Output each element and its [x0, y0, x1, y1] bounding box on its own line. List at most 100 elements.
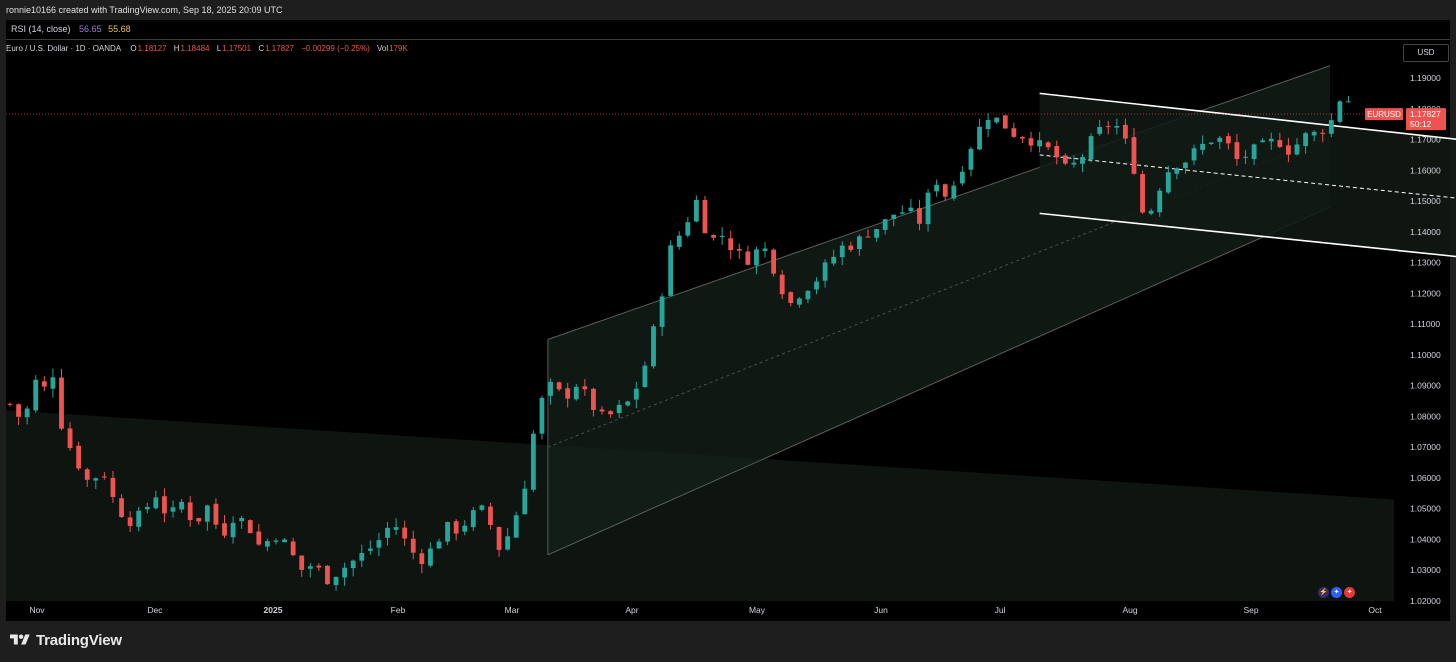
x-tick-label: 2025	[264, 605, 283, 615]
candle-body	[959, 171, 965, 184]
candle-body	[1260, 140, 1266, 143]
candle-body	[333, 576, 339, 586]
candle-body	[754, 249, 759, 266]
candle-body	[882, 219, 888, 230]
candle-body	[736, 248, 742, 251]
candle-body	[1208, 142, 1214, 144]
candle-body	[7, 403, 13, 405]
price-tag-symbol-bg	[1365, 108, 1403, 121]
candle-body	[857, 236, 862, 249]
candle-body	[779, 274, 785, 295]
candle-body	[33, 379, 39, 411]
candle-body	[1157, 190, 1163, 213]
candle-body	[994, 117, 1000, 123]
volume-label: Vol	[376, 44, 389, 53]
y-tick-label: 1.11000	[1410, 319, 1440, 329]
candle-body	[1277, 140, 1283, 147]
candle-body	[67, 428, 73, 449]
currency-button[interactable]: USD	[1403, 44, 1449, 62]
ascending-channel-lower	[547, 206, 1331, 556]
flag-us-icon[interactable]: ✦	[1344, 587, 1355, 598]
change-value: −0.00299 (−0.25%)	[301, 44, 370, 53]
y-tick-label: 1.09000	[1410, 381, 1441, 391]
symbol-legend[interactable]: Euro / U.S. Dollar · 1D · OANDA O1.18127…	[6, 44, 409, 53]
price-tag-bg	[1406, 108, 1446, 131]
candle-body	[1105, 126, 1111, 128]
candle-body	[1097, 127, 1103, 134]
y-tick-label: 1.14000	[1410, 227, 1441, 237]
rsi-pane-legend[interactable]: RSI (14, close) 56.65 55.68	[6, 20, 1450, 40]
candle-body	[1062, 155, 1068, 164]
high-label: H	[173, 44, 180, 53]
candle-body	[1200, 143, 1206, 150]
candle-body	[367, 548, 373, 551]
candle-body	[196, 517, 202, 522]
candle-body	[1286, 145, 1291, 155]
candle-body	[676, 235, 682, 247]
candle-body	[1020, 137, 1025, 139]
open-value: 1.18127	[137, 44, 167, 53]
volume-value: 179K	[389, 44, 408, 53]
candle-body	[1165, 172, 1171, 193]
y-tick-label: 1.08000	[1410, 411, 1441, 421]
candle-body	[282, 539, 287, 543]
candle-body	[265, 541, 270, 547]
candle-body	[839, 245, 845, 258]
descending-channel-lower	[1039, 212, 1456, 258]
candle-body	[771, 249, 777, 274]
candle-body	[1071, 162, 1077, 165]
candle-body	[273, 540, 279, 542]
event-badges[interactable]: ⚡ ✦ ✦	[1318, 587, 1355, 598]
descending-channel-upper	[1039, 92, 1456, 141]
candle-body	[76, 445, 82, 469]
candle-body	[942, 184, 948, 197]
candle-body	[745, 251, 751, 265]
candle-body	[290, 541, 296, 556]
attribution-text: ronnie10166 created with TradingView.com…	[6, 5, 283, 15]
candle-body	[1243, 156, 1248, 158]
candle-body	[376, 540, 382, 548]
candle-body	[539, 397, 545, 434]
candle-body	[685, 222, 691, 236]
candle-body	[1303, 133, 1308, 147]
candle-body	[556, 382, 562, 390]
candle-body	[874, 229, 879, 238]
candle-body	[119, 498, 124, 518]
candle-body	[513, 515, 519, 538]
candle-body	[16, 404, 21, 417]
candle-body	[101, 476, 107, 478]
x-tick-label: Nov	[29, 605, 45, 615]
candle-body	[1174, 168, 1180, 174]
candle-body	[239, 517, 245, 522]
candle-body	[93, 478, 99, 481]
candle-body	[968, 148, 974, 170]
candle-body	[899, 212, 905, 214]
x-tick-label: Feb	[391, 605, 406, 615]
candle-body	[616, 404, 622, 414]
x-tick-label: Apr	[625, 605, 638, 615]
candle-body	[1328, 120, 1334, 134]
candle-body	[814, 281, 819, 290]
x-tick-label: Jun	[874, 605, 888, 615]
candle-body	[591, 388, 596, 410]
candle-body	[711, 235, 716, 238]
candle-body	[1037, 140, 1042, 147]
candle-body	[436, 541, 442, 549]
candle-body	[419, 553, 425, 565]
candle-body	[582, 386, 588, 390]
candle-body	[127, 517, 133, 526]
candle-body	[762, 248, 768, 252]
candle-body	[659, 296, 665, 327]
candle-body	[170, 507, 176, 512]
y-tick-label: 1.04000	[1410, 534, 1441, 544]
tradingview-logo[interactable]: TradingView	[10, 630, 122, 650]
candle-body	[136, 510, 142, 527]
low-label: L	[216, 44, 222, 53]
footer	[0, 621, 1456, 662]
candle-body	[728, 238, 734, 251]
candle-body	[213, 503, 219, 525]
candle-body	[505, 536, 511, 550]
flag-eu-icon[interactable]: ✦	[1331, 587, 1342, 598]
lightning-icon[interactable]: ⚡	[1318, 587, 1329, 598]
